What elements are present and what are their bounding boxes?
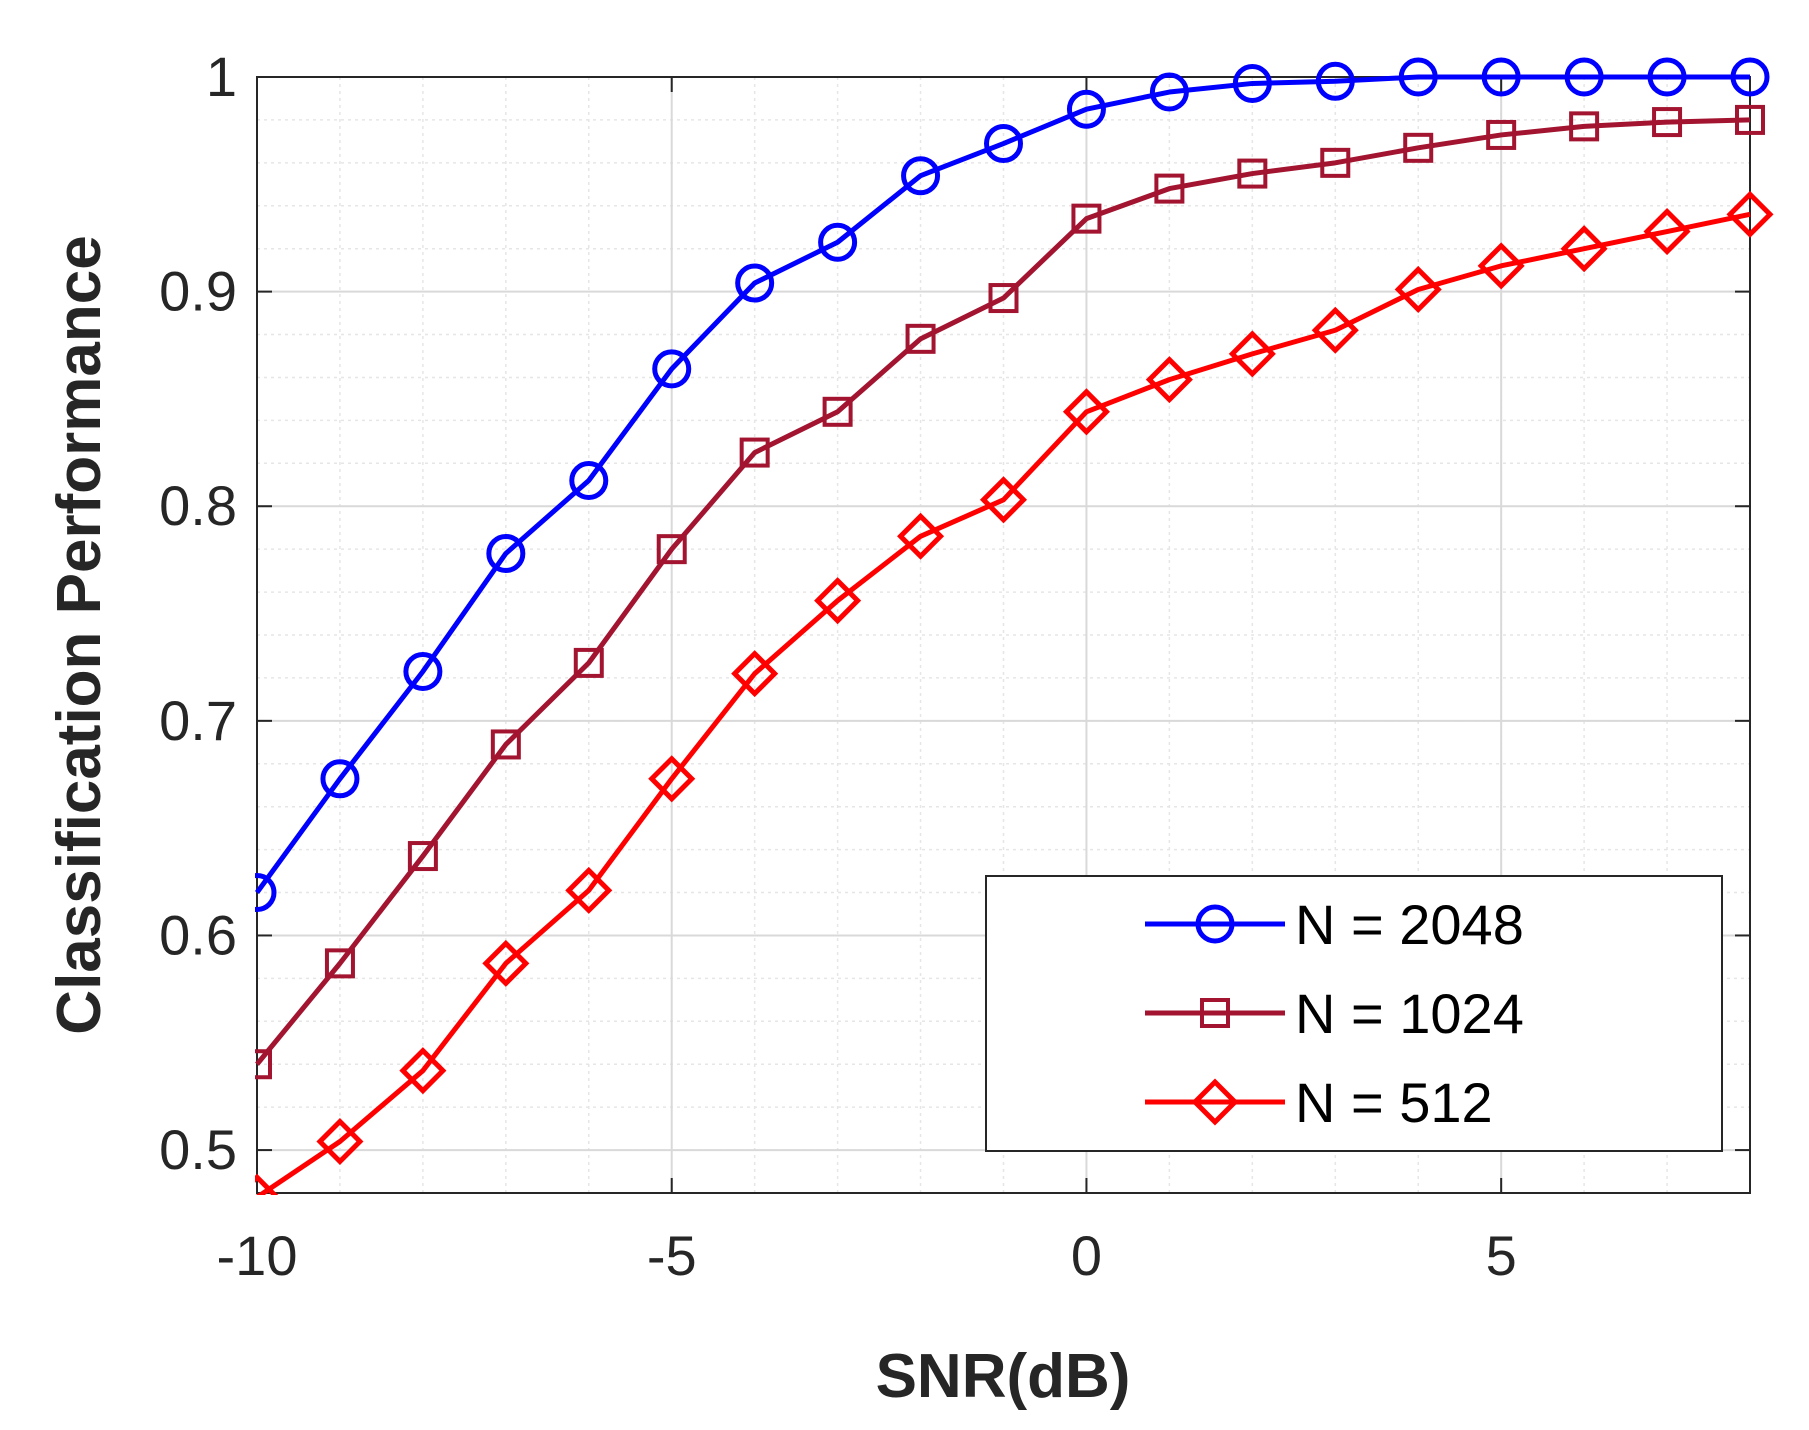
x-tick-label: -10 [217, 1224, 298, 1287]
data-point [1730, 57, 1770, 97]
data-point [565, 866, 613, 914]
data-point [901, 156, 941, 196]
legend-label: N = 512 [1295, 1071, 1493, 1134]
x-tick-labels: -10 -5 0 5 [217, 1224, 1517, 1287]
data-point [822, 396, 853, 427]
series-line [255, 211, 1751, 1195]
data-point [1311, 306, 1359, 354]
y-tick-label: 0.6 [159, 903, 237, 966]
data-point [1228, 330, 1276, 378]
data-point [573, 647, 604, 678]
series-line [255, 117, 1751, 1066]
data-point [905, 323, 936, 354]
data-point [1394, 265, 1442, 314]
legend-box [985, 875, 1723, 1152]
y-tick-labels: 0.5 0.6 0.7 0.8 0.9 1 [159, 45, 237, 1181]
x-tick-label: 0 [1071, 1224, 1102, 1287]
series-square [255, 104, 1765, 1080]
x-tick-label: -5 [647, 1224, 697, 1287]
legend-entry: N = 2048 [1145, 893, 1524, 956]
x-tick-label: 5 [1486, 1224, 1517, 1287]
data-point [482, 939, 530, 987]
data-point [979, 476, 1028, 524]
legend-swatch-marker [1195, 904, 1235, 944]
data-point [1149, 72, 1189, 112]
data-point [407, 841, 438, 872]
legend-entry: N = 512 [1145, 1071, 1493, 1134]
series-layer [255, 57, 1774, 1195]
data-point [399, 1047, 447, 1095]
data-point [1315, 61, 1355, 101]
data-point [1071, 203, 1102, 234]
data-point [1560, 225, 1608, 273]
legend: N = 2048 N = 1024 N = 512 [985, 875, 1723, 1152]
data-point [735, 263, 775, 303]
data-point [316, 1117, 364, 1166]
data-point [255, 1049, 272, 1080]
data-point [255, 873, 277, 913]
data-point [1652, 107, 1683, 138]
data-point [984, 124, 1023, 164]
data-point [1403, 132, 1434, 163]
legend-swatch-marker [1191, 1078, 1239, 1126]
data-point [1569, 111, 1600, 142]
x-axis-title: SNR(dB) [876, 1342, 1131, 1411]
series-line [255, 74, 1750, 895]
data-point [324, 948, 355, 979]
data-point [1066, 89, 1106, 129]
series-circle [255, 57, 1770, 913]
data-point [403, 651, 443, 691]
data-point [1647, 57, 1687, 97]
data-point [739, 437, 770, 468]
data-point [814, 577, 862, 625]
data-point [648, 755, 696, 803]
y-axis-title: Classification Performance [45, 235, 114, 1034]
data-point [490, 729, 521, 760]
data-point [988, 283, 1019, 314]
data-point [569, 460, 609, 500]
data-point [255, 1173, 279, 1195]
data-point [897, 512, 945, 560]
data-point [320, 759, 360, 799]
data-point [1726, 190, 1774, 238]
data-point [1154, 173, 1185, 204]
data-point [486, 533, 526, 573]
data-point [1398, 57, 1438, 97]
legend-entries: N = 2048 N = 1024 N = 512 [1145, 893, 1524, 1134]
data-point [1232, 63, 1272, 103]
legend-swatch-marker [1200, 998, 1230, 1028]
plot-frame [256, 76, 1751, 1194]
data-point [1477, 242, 1525, 290]
data-point [1564, 57, 1604, 97]
data-point [731, 650, 779, 698]
data-point [1062, 388, 1110, 436]
data-point [1643, 207, 1691, 256]
data-point [1320, 147, 1351, 178]
y-tick-label: 1 [206, 45, 237, 108]
legend-label: N = 1024 [1295, 982, 1524, 1045]
data-point [1486, 119, 1517, 150]
data-point [652, 349, 692, 389]
legend-label: N = 2048 [1295, 893, 1524, 956]
data-point [1237, 158, 1268, 189]
data-point [656, 534, 687, 565]
y-tick-label: 0.7 [159, 689, 237, 752]
y-tick-label: 0.9 [159, 260, 237, 323]
data-point [1735, 104, 1765, 135]
series-diamond [255, 190, 1774, 1195]
data-point [1145, 356, 1193, 404]
y-tick-label: 0.5 [159, 1118, 237, 1181]
y-tick-label: 0.8 [159, 474, 237, 537]
data-point [818, 222, 858, 262]
data-point [1481, 57, 1521, 97]
legend-entry: N = 1024 [1145, 982, 1524, 1045]
